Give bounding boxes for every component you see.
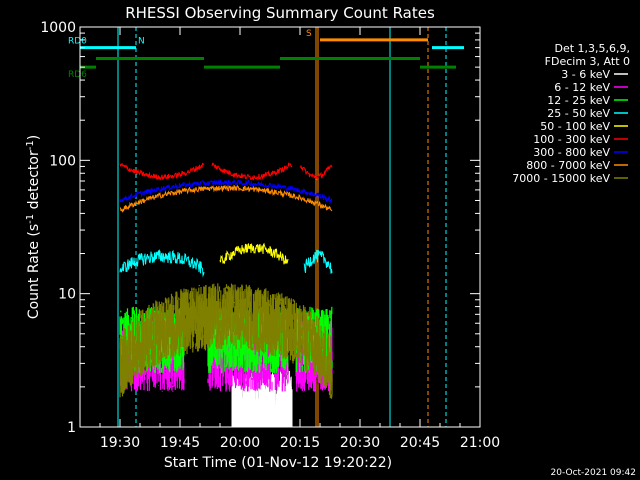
- series-line-6-0: [119, 178, 333, 205]
- legend: Det 1,3,5,6,9,FDecim 3, Att 03 - 6 keV6 …: [512, 42, 630, 185]
- legend-entry-label: 25 - 50 keV: [547, 107, 610, 120]
- legend-entry-label: 7000 - 15000 keV: [512, 172, 610, 185]
- x-tick-label: 20:45: [400, 435, 440, 451]
- series-100-300-kev: [119, 161, 333, 181]
- x-tick-label: 20:00: [220, 435, 260, 451]
- chart-title: RHESSI Observing Summary Count Rates: [125, 4, 435, 22]
- series-7000-15000-kev: [119, 283, 333, 399]
- y-tick-label: 10: [58, 287, 76, 303]
- flag-bar-8: S: [306, 29, 428, 42]
- flag-bar-0: RD0: [68, 37, 132, 50]
- legend-entry-label: 100 - 300 keV: [533, 133, 610, 146]
- series-25-50-kev: [119, 249, 333, 278]
- flag-label: S: [306, 29, 312, 39]
- legend-header: Det 1,3,5,6,9,: [554, 42, 630, 55]
- series-line-5-1: [211, 161, 293, 181]
- flag-bar-1: N: [132, 37, 145, 50]
- y-tick-label: 1000: [40, 20, 76, 36]
- y-axis-label-end: ): [26, 135, 42, 140]
- y-axis-label-main: Count Rate (s: [26, 224, 42, 319]
- y-axis-label-sup: -1: [25, 214, 36, 224]
- y-axis-label-sup2: -1: [25, 140, 36, 150]
- flag-label: RD0: [68, 37, 87, 47]
- x-tick-label: 20:15: [280, 435, 320, 451]
- x-tick-label: 20:30: [340, 435, 380, 451]
- x-tick-label: 19:30: [100, 435, 140, 451]
- series-line-5-0: [119, 162, 205, 181]
- y-axis-label-tail: detector: [26, 150, 42, 214]
- series-line-7-0: [119, 184, 333, 213]
- flag-label: RD6: [68, 70, 87, 80]
- timestamp: 20-Oct-2021 09:42: [551, 468, 636, 478]
- legend-entry-label: 50 - 100 keV: [540, 120, 610, 133]
- legend-header: FDecim 3, Att 0: [545, 55, 630, 68]
- legend-entry-label: 3 - 6 keV: [561, 68, 610, 81]
- series-line-3-0: [119, 249, 205, 278]
- legend-entry-label: 800 - 7000 keV: [526, 159, 610, 172]
- series-800-7000-kev: [119, 184, 333, 213]
- legend-entry-label: 300 - 800 keV: [533, 146, 610, 159]
- y-axis: 1 10 100 1000: [40, 20, 480, 436]
- y-axis-label: Count Rate (s-1 detector-1): [25, 135, 42, 319]
- x-tick-label: 19:45: [160, 435, 200, 451]
- series-line-4-0: [219, 242, 289, 265]
- y-tick-label: 100: [49, 153, 76, 169]
- plot-area: RD0 N RD6 S: [68, 27, 464, 427]
- legend-entry-label: 12 - 25 keV: [547, 94, 610, 107]
- y-tick-label: 1: [67, 420, 76, 436]
- x-axis: 19:30 19:45 20:00 20:15 20:30 20:45 21:00: [79, 27, 500, 451]
- legend-entry-label: 6 - 12 keV: [554, 81, 610, 94]
- flag-label: N: [138, 37, 145, 47]
- series-50-100-kev: [219, 242, 289, 265]
- x-axis-label: Start Time (01-Nov-12 19:20:22): [164, 455, 392, 471]
- x-tick-label: 21:00: [460, 435, 500, 451]
- series-300-800-kev: [119, 178, 333, 205]
- series-line-5-2: [299, 164, 333, 181]
- flag-bar-7: RD6: [68, 65, 96, 80]
- series-line-3-1: [303, 249, 333, 274]
